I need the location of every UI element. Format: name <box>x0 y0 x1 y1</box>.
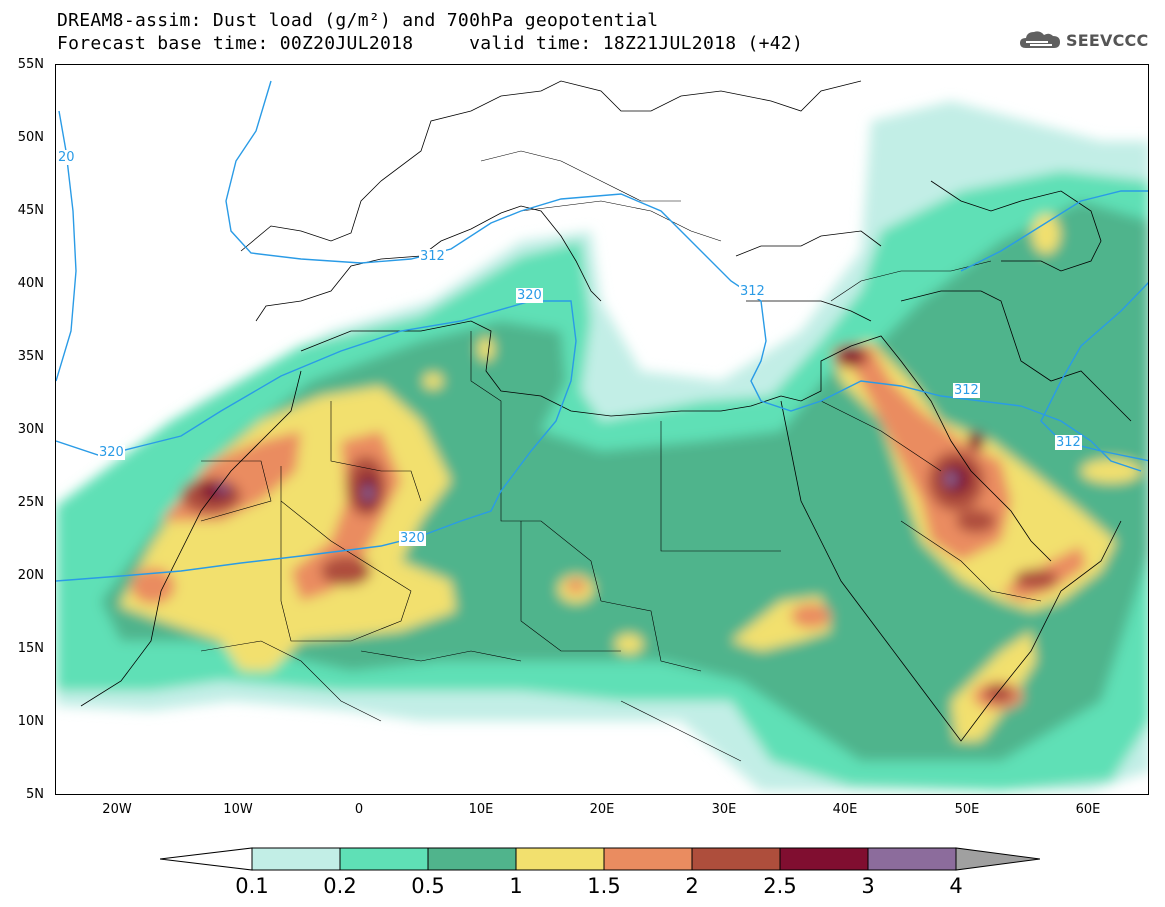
colorbar-swatch-0 <box>251 847 341 871</box>
colorbar-swatch-5 <box>691 847 781 871</box>
dust-map-canvas <box>56 65 1148 794</box>
contour-label-312-d: 312 <box>1055 435 1082 450</box>
country-borders <box>200 150 1042 762</box>
lat-label-35n: 35N <box>17 349 44 364</box>
colorbar-low-arrow <box>160 847 253 871</box>
colorbar-high-arrow <box>955 847 1040 871</box>
lat-label-25n: 25N <box>17 495 44 510</box>
contour-label-320-a: 320 <box>516 288 543 303</box>
colorbar-label-4: 1.5 <box>587 874 621 898</box>
colorbar-label-1: 0.2 <box>323 874 357 898</box>
colorbar-label-6: 2.5 <box>763 874 797 898</box>
lat-label-20n: 20N <box>17 568 44 583</box>
logo-text: SEEVCCC <box>1066 30 1149 50</box>
colorbar-label-8: 4 <box>949 874 963 898</box>
lon-label-20w: 20W <box>102 802 132 817</box>
lat-label-55n: 55N <box>17 57 44 72</box>
lat-label-30n: 30N <box>17 422 44 437</box>
lon-label-10w: 10W <box>223 802 253 817</box>
lon-label-40e: 40E <box>832 802 858 817</box>
dust-load-field <box>56 101 1148 791</box>
lat-label-45n: 45N <box>17 203 44 218</box>
contour-label-312-c: 312 <box>953 383 980 398</box>
lat-label-15n: 15N <box>17 641 44 656</box>
geopotential-contours <box>56 80 1148 582</box>
contour-label-320-c: 320 <box>399 531 426 546</box>
colorbar-label-3: 1 <box>509 874 523 898</box>
colorbar <box>160 847 1040 871</box>
lon-label-60e: 60E <box>1075 802 1101 817</box>
colorbar-swatch-4 <box>603 847 693 871</box>
seevccc-logo: SEEVCCC <box>1018 26 1148 54</box>
colorbar-swatch-2 <box>427 847 517 871</box>
colorbar-swatch-7 <box>867 847 957 871</box>
cloud-logo-icon <box>1020 31 1060 48</box>
colorbar-swatch-3 <box>515 847 605 871</box>
map-title-line2: Forecast base time: 00Z20JUL2018 valid t… <box>57 33 804 54</box>
lat-label-5n: 5N <box>26 787 44 802</box>
contour-label-312-b: 312 <box>739 284 766 299</box>
lat-label-10n: 10N <box>17 714 44 729</box>
lon-label-30e: 30E <box>711 802 737 817</box>
dust-map <box>55 64 1149 795</box>
lon-label-20e: 20E <box>589 802 615 817</box>
colorbar-swatch-6 <box>779 847 869 871</box>
colorbar-label-5: 2 <box>685 874 699 898</box>
coastlines <box>80 80 1132 742</box>
lat-label-50n: 50N <box>17 130 44 145</box>
colorbar-label-7: 3 <box>861 874 875 898</box>
lon-label-50e: 50E <box>954 802 980 817</box>
lat-label-40n: 40N <box>17 276 44 291</box>
contour-label-312-a: 312 <box>419 249 446 264</box>
map-title-line1: DREAM8-assim: Dust load (g/m²) and 700hP… <box>57 10 659 31</box>
contour-label-20: 20 <box>57 150 76 165</box>
colorbar-swatch-1 <box>339 847 429 871</box>
lon-label-10e: 10E <box>468 802 494 817</box>
lon-label-0: 0 <box>354 802 364 817</box>
colorbar-label-2: 0.5 <box>411 874 445 898</box>
contour-label-320-b: 320 <box>98 445 125 460</box>
colorbar-label-0: 0.1 <box>235 874 269 898</box>
